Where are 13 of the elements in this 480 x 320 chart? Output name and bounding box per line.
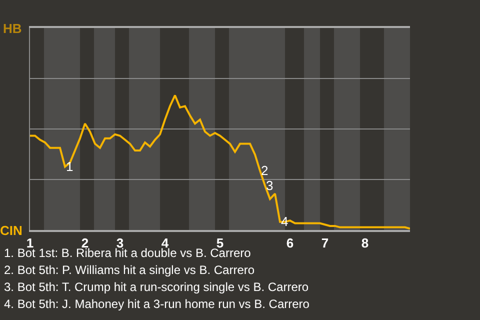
text: HB bbox=[3, 21, 22, 36]
x-tick-label: 1 bbox=[26, 235, 34, 250]
text: 4. Bot 5th: J. Mahoney hit a 3-run home run vs B. Carrero bbox=[4, 297, 310, 311]
text: 3. Bot 5th: T. Crump hit a run-scoring single vs B. Carrero bbox=[4, 280, 309, 294]
x-tick-label: 7 bbox=[321, 235, 329, 250]
text: 2. Bot 5th: P. Williams hit a single vs B. Carrero bbox=[4, 263, 255, 277]
annotation: 1 bbox=[66, 159, 74, 174]
annotation: 3 bbox=[266, 178, 274, 193]
x-tick-label: 6 bbox=[286, 235, 294, 250]
x-tick-label: 8 bbox=[361, 235, 369, 250]
text: CIN bbox=[0, 223, 22, 238]
annotation: 2 bbox=[261, 163, 268, 178]
x-tick-label: 5 bbox=[216, 235, 224, 250]
